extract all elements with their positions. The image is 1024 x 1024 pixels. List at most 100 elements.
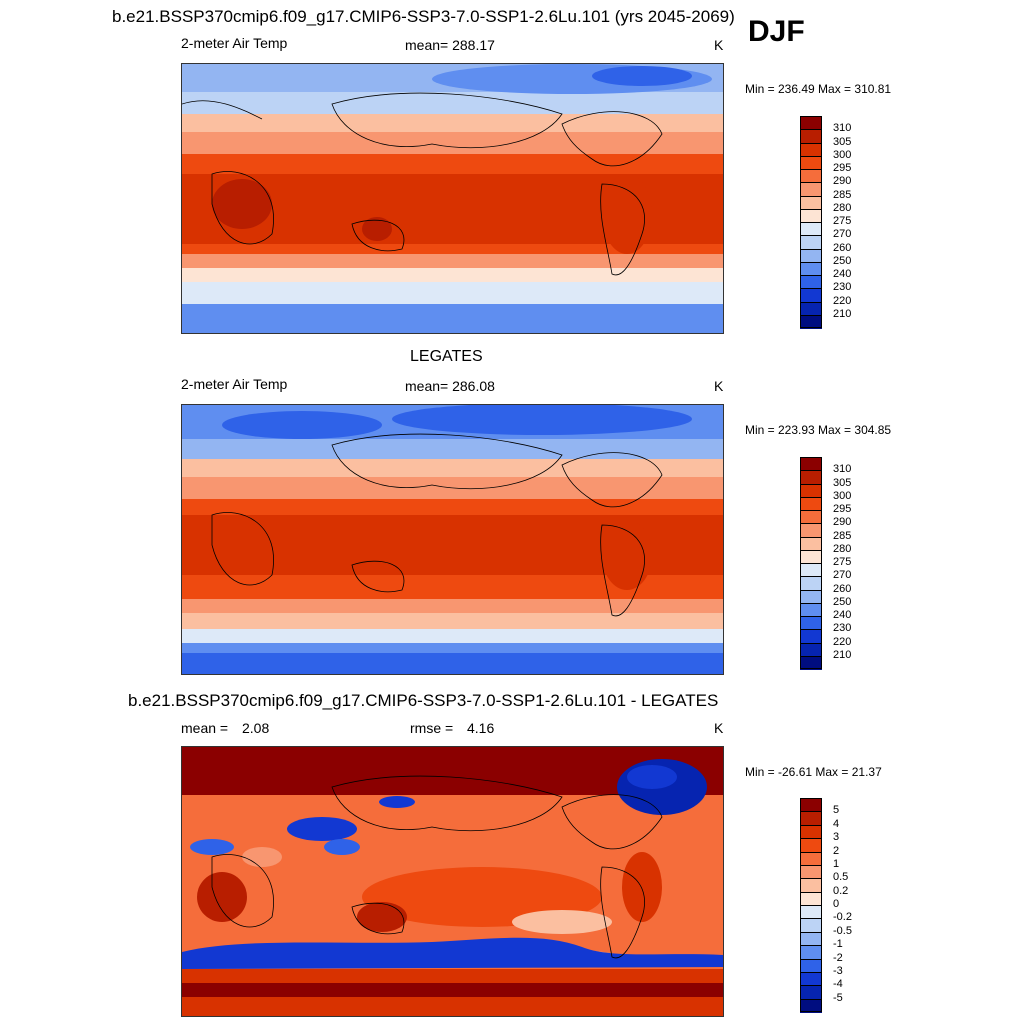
- colorbar-cell: [800, 275, 822, 290]
- colorbar-tick-label: 270: [833, 569, 852, 582]
- colorbar-tick-label: 2: [833, 844, 840, 857]
- colorbar-cell: [800, 878, 822, 893]
- colorbar-tick-label: -3: [833, 964, 843, 977]
- panel2-title: LEGATES: [410, 348, 483, 365]
- colorbar-tick-label: 4: [833, 817, 840, 830]
- panel2-units: K: [714, 378, 724, 394]
- colorbar-cell: [800, 811, 822, 826]
- colorbar-cell: [800, 563, 822, 578]
- colorbar-tick-label: 295: [833, 503, 852, 515]
- colorbar-cell: [800, 918, 822, 933]
- colorbar-cell: [800, 470, 822, 485]
- colorbar-cell: [800, 851, 822, 866]
- panel3-units: K: [714, 720, 724, 736]
- colorbar-tick-label: 285: [833, 529, 852, 542]
- colorbar-tick-label: 260: [833, 582, 852, 595]
- colorbar-tick-label: 5: [833, 804, 840, 817]
- colorbar-cell: [800, 496, 822, 511]
- colorbar-tick-label: 260: [833, 241, 852, 254]
- difference-map: [181, 746, 724, 1017]
- colorbar-tick-label: 230: [833, 622, 852, 635]
- colorbar-tick-label: 0.5: [833, 871, 849, 884]
- colorbar-cell: [800, 629, 822, 644]
- colorbar-tick-label: 1: [833, 857, 840, 870]
- colorbar-cell: [800, 549, 822, 564]
- colorbar-cell: [800, 208, 822, 223]
- colorbar-cell: [800, 931, 822, 947]
- colorbar-cell: [800, 261, 822, 276]
- colorbar-cell: [800, 248, 822, 263]
- colorbar-cell: [800, 824, 822, 840]
- observed-temperature-map: [181, 404, 724, 675]
- colorbar-tick-label: 220: [833, 635, 852, 648]
- colorbar-cell: [800, 864, 822, 880]
- colorbar-tick-label: 250: [833, 595, 852, 608]
- colorbar-tick-label: 280: [833, 542, 852, 555]
- panel2-field: 2-meter Air Temp: [181, 376, 288, 392]
- temperature-colorbar-1: [800, 116, 822, 329]
- colorbar-cell: [800, 288, 822, 303]
- colorbar-tick-label: -1: [833, 938, 843, 951]
- colorbar-cell: [800, 958, 822, 973]
- panel1-minmax: Min = 236.49 Max = 310.81: [745, 82, 892, 96]
- colorbar-cell: [800, 998, 822, 1013]
- colorbar-cell: [800, 616, 822, 631]
- main-title: b.e21.BSSP370cmip6.f09_g17.CMIP6-SSP3-7.…: [112, 7, 735, 26]
- colorbar-tick-label: 305: [833, 135, 852, 148]
- colorbar-cell: [800, 798, 822, 813]
- colorbar-cell: [800, 971, 822, 987]
- colorbar-tick-label: -2: [833, 951, 843, 964]
- colorbar-tick-label: 310: [833, 463, 852, 476]
- difference-colorbar: [800, 798, 822, 1013]
- colorbar-cell: [800, 523, 822, 538]
- panel1-units: K: [714, 37, 724, 53]
- colorbar-tick-label: 290: [833, 516, 852, 529]
- panel2-minmax: Min = 223.93 Max = 304.85: [745, 423, 892, 437]
- panel3-rmse-value: 4.16: [467, 720, 495, 736]
- colorbar-tick-label: 210: [833, 307, 852, 320]
- model-temperature-map: [181, 63, 724, 334]
- colorbar-cell: [800, 222, 822, 237]
- colorbar-cell: [800, 116, 822, 131]
- colorbar-cell: [800, 602, 822, 617]
- colorbar-cell: [800, 235, 822, 250]
- colorbar-tick-label: -0.2: [833, 911, 852, 924]
- colorbar-1-frame: [800, 116, 822, 328]
- colorbar-cell: [800, 642, 822, 657]
- colorbar-tick-label: -4: [833, 978, 843, 991]
- panel3-mean-label: mean =: [181, 720, 229, 736]
- colorbar-tick-label: 220: [833, 294, 852, 307]
- colorbar-cell: [800, 510, 822, 525]
- colorbar-cell: [800, 905, 822, 920]
- panel2-mean: mean= 286.08: [405, 378, 495, 394]
- temperature-colorbar-2: [800, 457, 822, 670]
- colorbar-cell: [800, 155, 822, 170]
- colorbar-tick-label: 305: [833, 476, 852, 489]
- colorbar-tick-label: 295: [833, 162, 852, 174]
- colorbar-tick-label: 3: [833, 831, 840, 844]
- colorbar-tick-label: 285: [833, 188, 852, 201]
- colorbar-tick-label: 300: [833, 489, 852, 502]
- colorbar-2-frame: [800, 457, 822, 669]
- colorbar-tick-label: 310: [833, 122, 852, 135]
- colorbar-cell: [800, 945, 822, 960]
- colorbar-tick-label: 270: [833, 228, 852, 241]
- colorbar-tick-label: 250: [833, 254, 852, 267]
- colorbar-tick-label: 240: [833, 268, 852, 280]
- colorbar-cell: [800, 457, 822, 472]
- colorbar-tick-label: 230: [833, 281, 852, 294]
- panel1-field: 2-meter Air Temp: [181, 35, 288, 51]
- colorbar-tick-label: 290: [833, 175, 852, 188]
- colorbar-tick-label: 210: [833, 648, 852, 661]
- colorbar-3-frame: [800, 798, 822, 1012]
- colorbar-tick-label: 0.2: [833, 884, 849, 897]
- colorbar-cell: [800, 483, 822, 498]
- colorbar-cell: [800, 142, 822, 157]
- colorbar-tick-label: -0.5: [833, 924, 852, 937]
- colorbar-cell: [800, 169, 822, 184]
- colorbar-cell: [800, 314, 822, 329]
- colorbar-cell: [800, 301, 822, 316]
- colorbar-tick-label: 300: [833, 148, 852, 161]
- colorbar-cell: [800, 655, 822, 670]
- colorbar-cell: [800, 576, 822, 591]
